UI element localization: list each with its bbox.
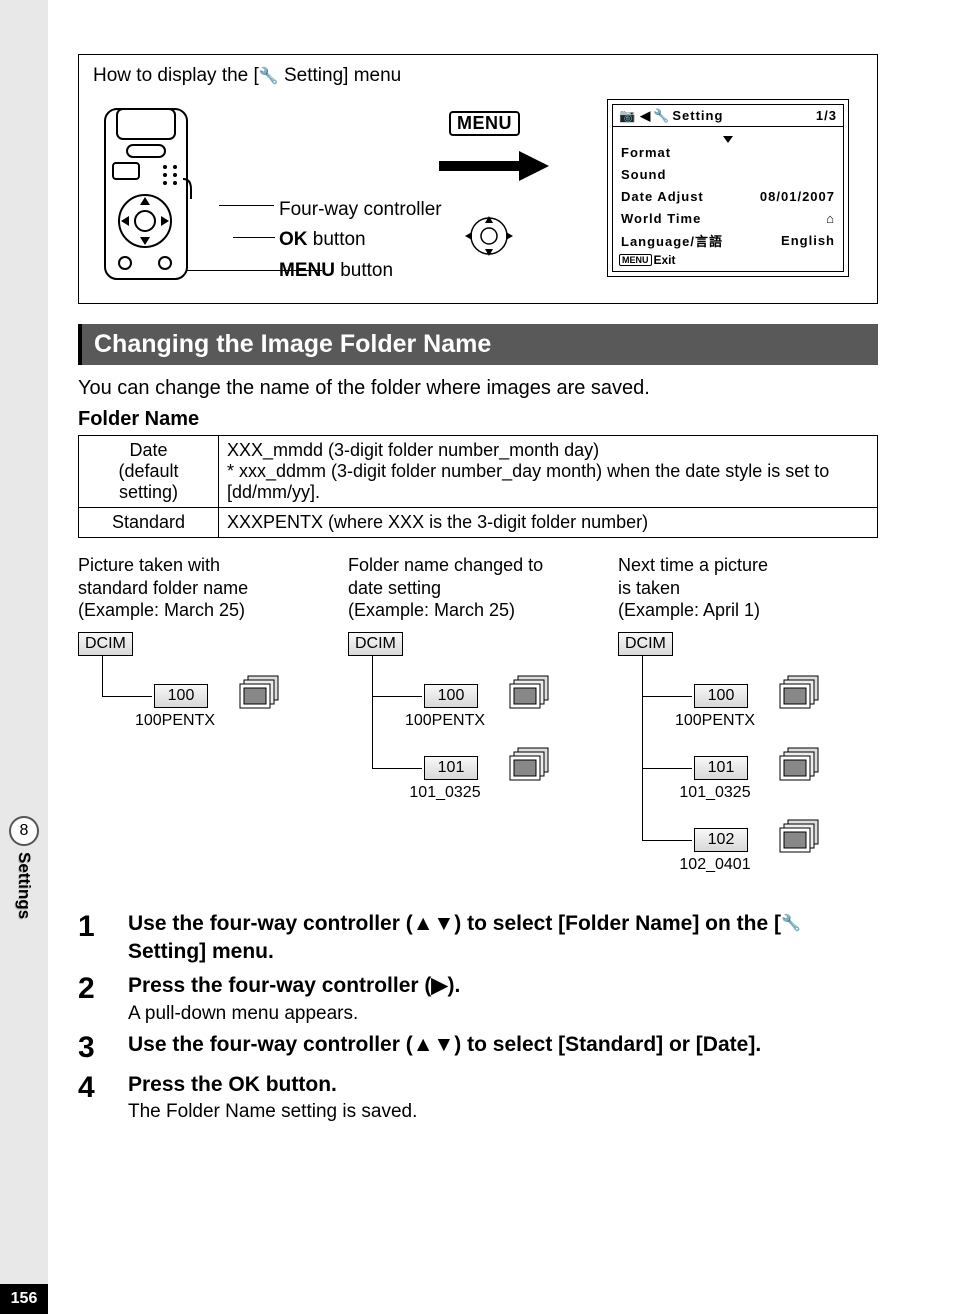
folder-node: DCIM xyxy=(348,632,403,656)
left-margin-strip xyxy=(0,0,48,1314)
folder-examples: Picture taken with standard folder name … xyxy=(78,554,878,892)
lcd-row: World Time⌂ xyxy=(621,207,835,229)
leader-line xyxy=(233,237,275,238)
lcd-row: Sound xyxy=(621,163,835,185)
lcd-title: Setting xyxy=(672,108,723,123)
lcd-row: Language/言語English xyxy=(621,229,835,251)
side-tab: 8 Settings xyxy=(6,816,42,919)
section-intro: You can change the name of the folder wh… xyxy=(78,377,878,400)
lcd-row: Format xyxy=(621,141,835,163)
folder-label: 101_0325 xyxy=(390,784,500,802)
step-title: Press the four-way controller (▶). xyxy=(128,972,878,1000)
step: 2 Press the four-way controller (▶). A p… xyxy=(78,972,878,1024)
lcd-exit: MENU Exit xyxy=(619,253,676,267)
tool-icon: 🔧 xyxy=(259,66,279,86)
example-column: Picture taken with standard folder name … xyxy=(78,554,338,892)
page-content: How to display the [🔧 Setting] menu Fo xyxy=(78,54,878,1129)
lcd-page: 1/3 xyxy=(816,108,837,123)
leader-line xyxy=(219,205,274,206)
step-title: Use the four-way controller (▲▼) to sele… xyxy=(128,1031,878,1059)
how-to-display-diagram: How to display the [🔧 Setting] menu Fo xyxy=(78,54,878,304)
camera-part-labels: Four-way controller OK button MENU butto… xyxy=(279,195,442,286)
folder-node: 100 xyxy=(694,684,748,708)
folder-node: DCIM xyxy=(78,632,133,656)
folder-node: 100 xyxy=(424,684,478,708)
camera-illustration xyxy=(95,101,215,291)
photos-icon xyxy=(778,746,824,784)
table-cell: Date (default setting) xyxy=(79,436,219,508)
table-cell: Standard xyxy=(79,508,219,538)
step-number: 3 xyxy=(78,1031,108,1065)
triangle-down-icon xyxy=(723,136,733,143)
step-description: The Folder Name setting is saved. xyxy=(128,1101,878,1123)
label-fourway: Four-way controller xyxy=(279,195,442,225)
folder-label: 102_0401 xyxy=(660,856,770,874)
menu-button-icon: MENU xyxy=(449,111,520,136)
page-number: 156 xyxy=(0,1284,48,1314)
folder-label: 100PENTX xyxy=(660,712,770,730)
folder-node: 102 xyxy=(694,828,748,852)
step-number: 1 xyxy=(78,910,108,967)
step-title: Use the four-way controller (▲▼) to sele… xyxy=(128,910,878,967)
folder-name-table: Date (default setting) XXX_mmdd (3-digit… xyxy=(78,435,878,538)
step: 4 Press the OK button. The Folder Name s… xyxy=(78,1071,878,1123)
controller-icon xyxy=(459,213,519,259)
label-ok: OK button xyxy=(279,225,442,255)
camera-icon: 📷 xyxy=(619,108,636,124)
folder-label: 100PENTX xyxy=(390,712,500,730)
step-title: Press the OK button. xyxy=(128,1071,878,1099)
instruction-steps: 1 Use the four-way controller (▲▼) to se… xyxy=(78,910,878,1123)
section-heading: Changing the Image Folder Name xyxy=(78,324,878,365)
subheading-folder-name: Folder Name xyxy=(78,408,878,431)
arrow-icon xyxy=(439,151,559,181)
photos-icon xyxy=(508,674,554,712)
step-number: 4 xyxy=(78,1071,108,1123)
lcd-row: Date Adjust08/01/2007 xyxy=(621,185,835,207)
diagram-title: How to display the [🔧 Setting] menu xyxy=(93,65,863,87)
step: 1 Use the four-way controller (▲▼) to se… xyxy=(78,910,878,967)
photos-icon xyxy=(778,674,824,712)
folder-label: 101_0325 xyxy=(660,784,770,802)
table-cell: XXX_mmdd (3-digit folder number_month da… xyxy=(219,436,878,508)
table-cell: XXXPENTX (where XXX is the 3-digit folde… xyxy=(219,508,878,538)
photos-icon xyxy=(508,746,554,784)
chapter-label: Settings xyxy=(14,852,34,919)
folder-node: 101 xyxy=(694,756,748,780)
step: 3 Use the four-way controller (▲▼) to se… xyxy=(78,1031,878,1065)
lcd-header: 📷 ◀ 🔧 Setting 1/3 xyxy=(613,105,843,127)
folder-node: 100 xyxy=(154,684,208,708)
lcd-preview: 📷 ◀ 🔧 Setting 1/3 Format Sound Date Adju… xyxy=(607,99,849,277)
folder-node: 101 xyxy=(424,756,478,780)
example-column: Folder name changed to date setting (Exa… xyxy=(348,554,608,892)
folder-label: 100PENTX xyxy=(120,712,230,730)
example-column: Next time a picture is taken (Example: A… xyxy=(618,554,878,892)
tool-icon: 🔧 xyxy=(653,108,670,124)
photos-icon xyxy=(778,818,824,856)
chapter-number-circle: 8 xyxy=(9,816,39,846)
folder-node: DCIM xyxy=(618,632,673,656)
tool-icon: 🔧 xyxy=(781,913,801,935)
photos-icon xyxy=(238,674,284,712)
step-description: A pull-down menu appears. xyxy=(128,1003,878,1025)
step-number: 2 xyxy=(78,972,108,1024)
label-menu: MENU button xyxy=(279,256,442,286)
menu-icon: MENU xyxy=(619,254,652,266)
